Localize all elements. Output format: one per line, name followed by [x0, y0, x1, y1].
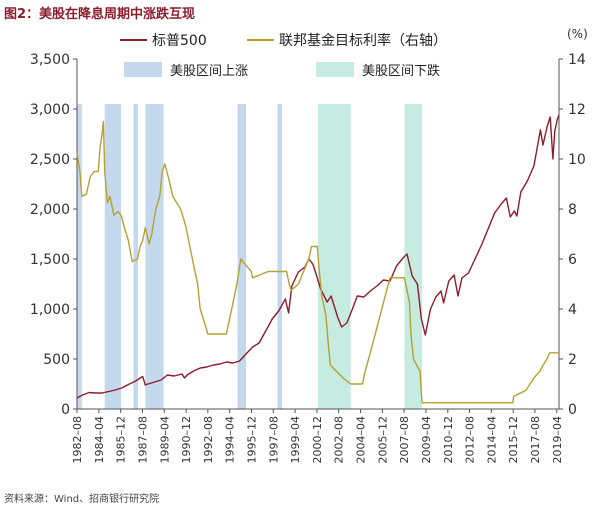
x-tick-label: 2014–04	[485, 416, 498, 464]
y-left-tick-label: 3,000	[30, 102, 70, 118]
band-up-4	[237, 104, 247, 409]
x-tick-label: 2004–04	[355, 416, 368, 464]
y-left-tick-label: 2,500	[30, 152, 70, 168]
axes	[73, 58, 563, 413]
y-left-tick-label: 0	[61, 402, 70, 418]
x-tick-label: 2002–08	[333, 416, 346, 464]
series-line-sp500	[76, 114, 560, 399]
x-tick-label: 2015–12	[507, 416, 520, 464]
chart-title: 图2：美股在降息周期中涨跌互现	[4, 7, 196, 22]
legend-label-sp500: 标普500	[152, 33, 207, 49]
x-tick-label: 1994–04	[224, 416, 237, 464]
tick-labels: 0 500 1,000 1,500 2,000 2,500 3,000 3,500 0 2 4 6 8 1…	[30, 27, 588, 464]
y-right-tick-label: 2	[568, 352, 577, 368]
y-right-tick-label: 8	[568, 202, 577, 218]
x-tick-label: 2007–08	[398, 416, 411, 464]
y-right-unit-label: (%)	[567, 27, 588, 41]
x-tick-label: 2000–12	[311, 416, 324, 464]
y-left-tick-label: 1,500	[30, 252, 70, 268]
legend-label-band_up: 美股区间上涨	[170, 64, 248, 79]
x-tick-label: 1987–08	[136, 416, 149, 464]
y-left-tick-label: 3,500	[30, 52, 70, 68]
x-tick-label: 1989–04	[158, 416, 171, 464]
legend-swatch-band_up	[124, 62, 162, 77]
x-tick-label: 2009–04	[420, 416, 433, 464]
y-left-tick-label: 500	[43, 352, 70, 368]
band-up-2	[133, 104, 139, 409]
band-up-0	[77, 104, 82, 409]
band-up-1	[104, 104, 122, 409]
legend: 标普500 联邦基金目标利率（右轴） 美股区间上涨 美股区间下跌	[120, 32, 447, 79]
series-lines	[76, 114, 560, 404]
x-tick-label: 1982–08	[71, 416, 84, 464]
band-up-3	[145, 104, 164, 409]
y-right-tick-label: 14	[568, 52, 586, 68]
legend-swatch-band_down	[316, 62, 354, 77]
x-tick-label: 2017–08	[529, 416, 542, 464]
x-tick-label: 2019–04	[551, 416, 564, 464]
series-line-fed	[76, 120, 559, 404]
x-tick-label: 1997–08	[267, 416, 280, 464]
x-tick-label: 2010–12	[442, 416, 455, 464]
source-note: 资料来源：Wind、招商银行研究院	[4, 494, 160, 505]
y-right-tick-label: 10	[568, 152, 586, 168]
band-up-5	[277, 104, 283, 409]
legend-label-fed: 联邦基金目标利率（右轴）	[279, 32, 447, 49]
x-tick-label: 2005–12	[376, 416, 389, 464]
band-down-0	[318, 104, 351, 409]
y-right-tick-label: 4	[568, 302, 577, 318]
x-tick-label: 1985–12	[115, 416, 128, 464]
x-tick-label: 1992–08	[202, 416, 215, 464]
y-right-tick-label: 6	[568, 252, 577, 268]
y-left-tick-label: 2,000	[30, 202, 70, 218]
legend-label-band_down: 美股区间下跌	[362, 63, 440, 79]
x-tick-label: 1995–12	[246, 416, 259, 464]
x-tick-label: 1984–04	[93, 416, 106, 464]
y-right-tick-label: 12	[568, 102, 586, 118]
x-tick-label: 2012–08	[464, 416, 477, 464]
y-right-tick-label: 0	[568, 402, 577, 418]
x-tick-label: 1999–04	[289, 416, 302, 464]
y-left-tick-label: 1,000	[30, 302, 70, 318]
x-tick-label: 1990–12	[180, 416, 193, 464]
band-down-1	[404, 104, 423, 409]
shaded-bands	[77, 104, 423, 409]
